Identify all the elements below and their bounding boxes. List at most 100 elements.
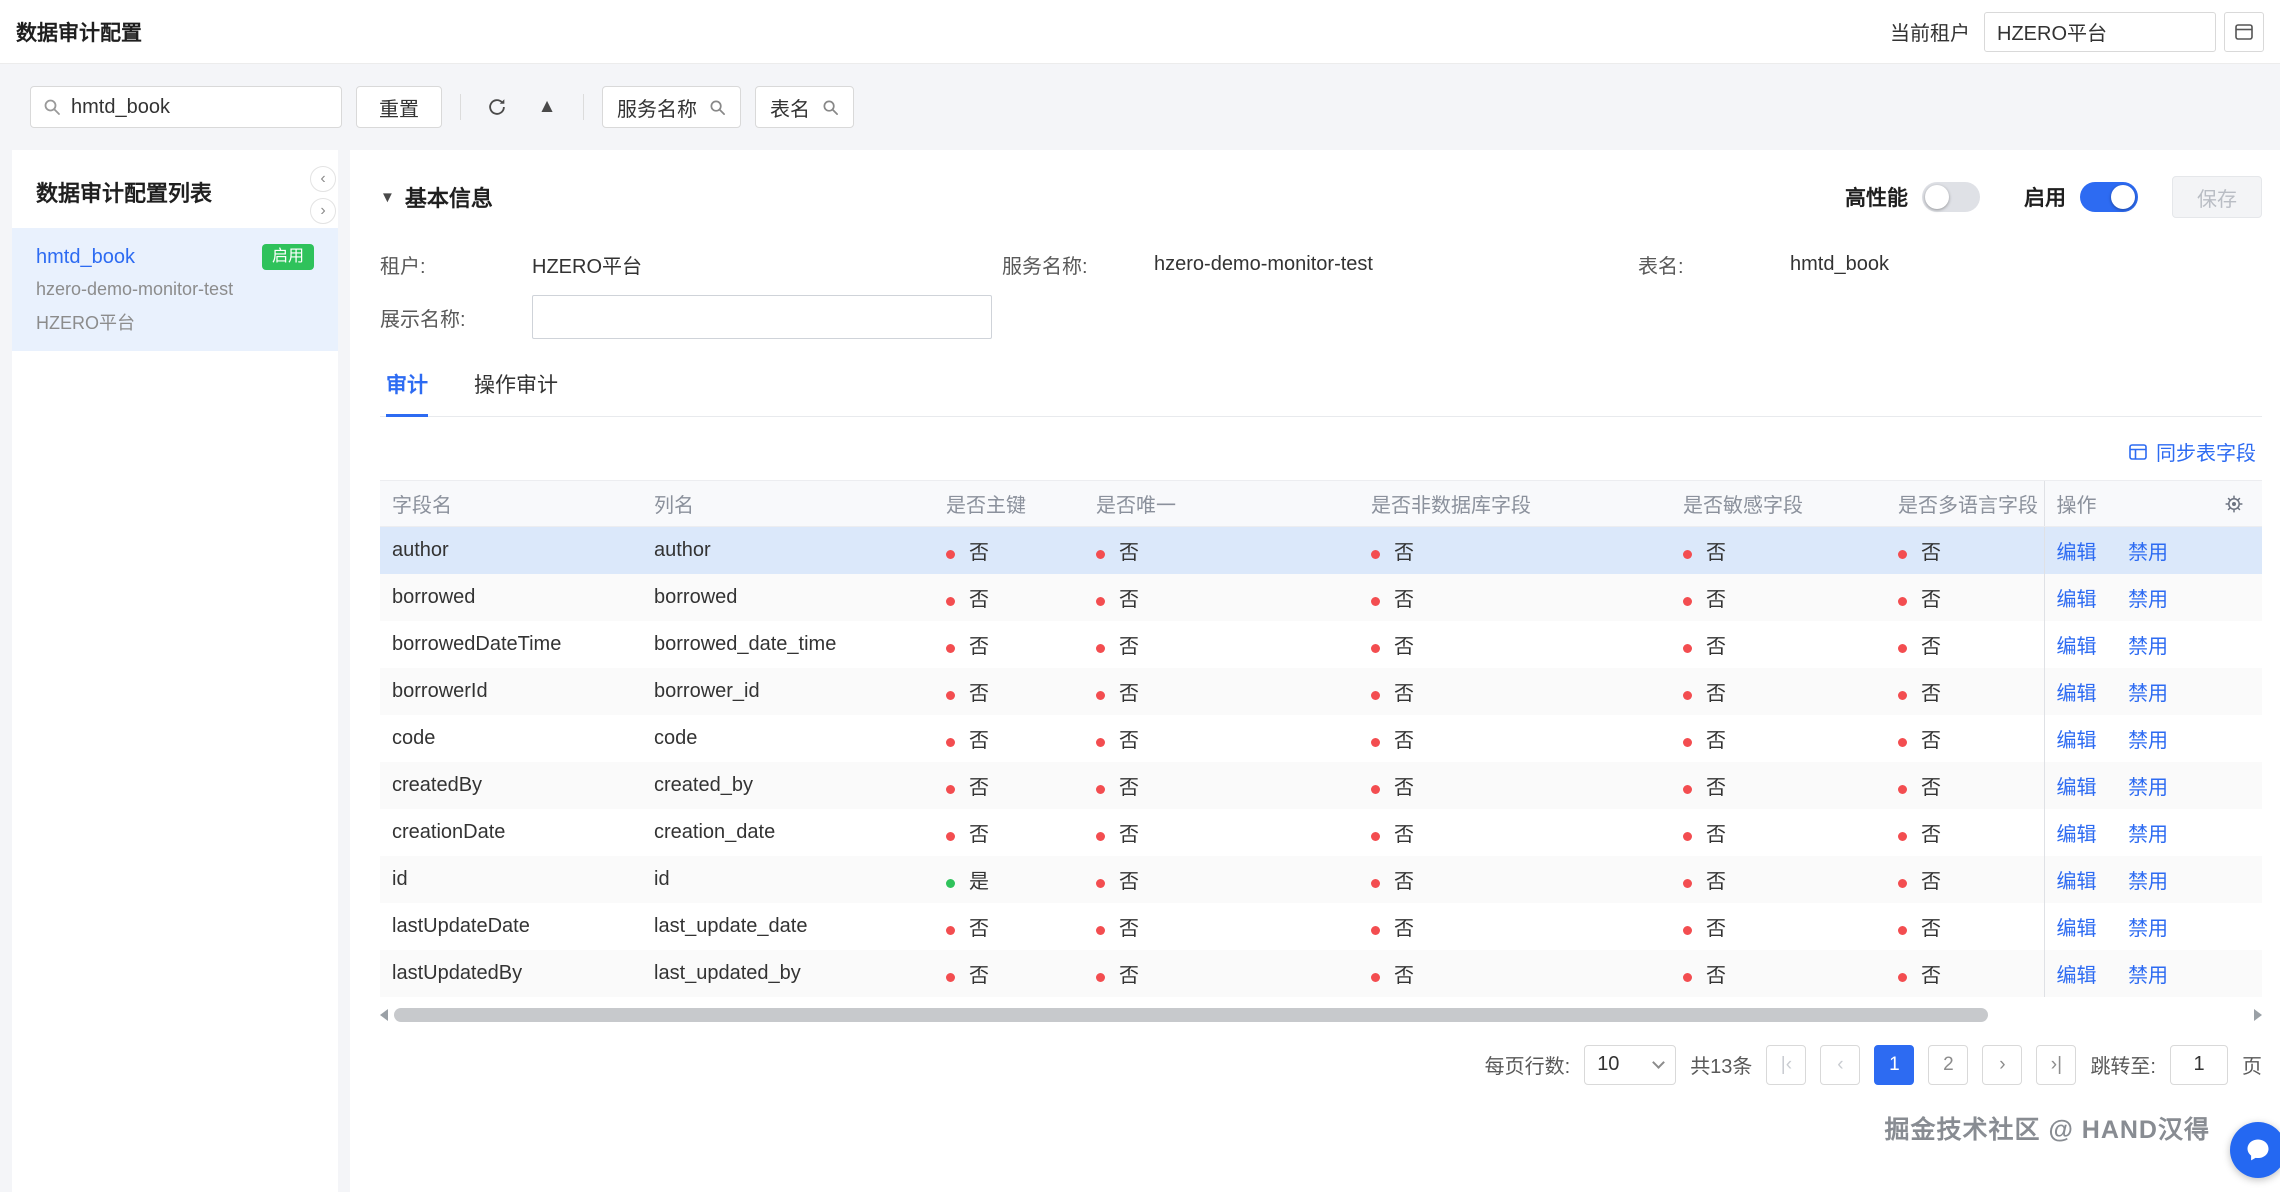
disable-link[interactable]: 禁用 <box>2128 823 2169 846</box>
tab-operation-audit[interactable]: 操作审计 <box>474 374 558 397</box>
disable-link[interactable]: 禁用 <box>2128 964 2169 987</box>
service-field-value: hzero-demo-monitor-test <box>1154 253 1373 275</box>
reset-button[interactable]: 重置 <box>356 86 442 128</box>
sidebar-collapse-controls: ‹ › <box>310 166 336 224</box>
cell-multi-language: 否 <box>1886 762 2044 809</box>
scrollbar-thumb[interactable] <box>394 1007 1989 1022</box>
table-row[interactable]: createdBy created_by 否 否 否 否 否 编辑 禁用 <box>380 761 2262 809</box>
table-row[interactable]: author author 否 否 否 否 否 编辑 禁用 <box>380 526 2262 574</box>
table-name-filter[interactable]: 表名 <box>755 86 854 128</box>
refresh-icon[interactable] <box>479 89 515 125</box>
cell-sensitive-field: 否 <box>1671 574 1886 621</box>
edit-link[interactable]: 编辑 <box>2056 776 2097 799</box>
page-button-2[interactable]: 2 <box>1928 1044 1969 1085</box>
cell-column-name: created_by <box>654 773 753 796</box>
list-item[interactable]: hmtd_book 启用 hzero-demo-monitor-test HZE… <box>12 228 338 351</box>
cell-operation: 编辑 禁用 <box>2043 526 2262 574</box>
disable-link[interactable]: 禁用 <box>2128 635 2169 658</box>
last-page-button[interactable]: ›| <box>2036 1044 2077 1085</box>
disable-link[interactable]: 禁用 <box>2128 541 2169 564</box>
cell-operation: 编辑 禁用 <box>2043 855 2262 903</box>
toggle-knob <box>1925 185 1949 209</box>
table-row[interactable]: lastUpdateDate last_update_date 否 否 否 否 … <box>380 902 2262 950</box>
flag-text: 否 <box>1706 588 1726 611</box>
flag-dot-icon <box>1683 596 1692 606</box>
scroll-left-icon[interactable] <box>380 1008 388 1021</box>
disable-link[interactable]: 禁用 <box>2128 776 2169 799</box>
list-item-service: hzero-demo-monitor-test <box>36 279 234 299</box>
edit-link[interactable]: 编辑 <box>2056 823 2097 846</box>
edit-link[interactable]: 编辑 <box>2056 964 2097 987</box>
flag-text: 否 <box>1394 682 1414 705</box>
edit-link[interactable]: 编辑 <box>2056 541 2097 564</box>
edit-link[interactable]: 编辑 <box>2056 917 2097 940</box>
cell-field-name: borrowed <box>392 585 476 608</box>
cell-primary-key: 否 <box>934 809 1084 856</box>
table-row[interactable]: lastUpdatedBy last_updated_by 否 否 否 否 否 … <box>380 949 2262 997</box>
table-row[interactable]: borrowedDateTime borrowed_date_time 否 否 … <box>380 620 2262 668</box>
tenant-select[interactable]: HZERO平台 <box>1984 11 2216 52</box>
table-row[interactable]: borrowed borrowed 否 否 否 否 否 编辑 禁用 <box>380 573 2262 621</box>
disable-link[interactable]: 禁用 <box>2128 682 2169 705</box>
sync-table-fields-link[interactable]: 同步表字段 <box>2128 437 2256 466</box>
edit-link[interactable]: 编辑 <box>2056 682 2097 705</box>
disable-link[interactable]: 禁用 <box>2128 729 2169 752</box>
page-size-select[interactable]: 10 <box>1584 1044 1677 1085</box>
high-performance-toggle[interactable] <box>1922 182 1980 212</box>
cell-operation: 编辑 禁用 <box>2043 714 2262 762</box>
cell-field-name: id <box>392 867 408 890</box>
cell-sensitive-field: 否 <box>1671 950 1886 997</box>
tabs: 审计 操作审计 <box>380 369 2262 417</box>
disable-link[interactable]: 禁用 <box>2128 588 2169 611</box>
flag-text: 否 <box>1921 870 1941 893</box>
cell-unique: 否 <box>1084 903 1359 950</box>
flag-dot-icon <box>1371 690 1380 700</box>
cell-non-db-field: 否 <box>1359 903 1671 950</box>
page-button-1[interactable]: 1 <box>1874 1044 1915 1085</box>
flag-dot-icon <box>1683 737 1692 747</box>
disable-link[interactable]: 禁用 <box>2128 917 2169 940</box>
flag-dot-icon <box>1898 690 1907 700</box>
search-input[interactable] <box>71 95 336 119</box>
page-size-value: 10 <box>1597 1053 1620 1075</box>
scroll-right-icon[interactable] <box>2254 1008 2262 1021</box>
disable-link[interactable]: 禁用 <box>2128 870 2169 893</box>
edit-link[interactable]: 编辑 <box>2056 588 2097 611</box>
tab-audit[interactable]: 审计 <box>386 369 428 417</box>
section-caret-icon[interactable]: ▼ <box>380 188 395 206</box>
column-settings-gear-icon[interactable] <box>2224 494 2244 514</box>
prev-page-button[interactable]: ‹ <box>1820 1044 1861 1085</box>
flag-dot-icon <box>1371 878 1380 888</box>
cell-primary-key: 否 <box>934 762 1084 809</box>
save-button[interactable]: 保存 <box>2172 176 2262 218</box>
table-row[interactable]: id id 是 否 否 否 否 编辑 禁用 <box>380 855 2262 903</box>
first-page-button[interactable]: |‹ <box>1766 1044 1807 1085</box>
cell-column-name: id <box>654 867 670 890</box>
window-switch-button[interactable] <box>2224 11 2264 52</box>
fields-table: 字段名 列名 是否主键 是否唯一 是否非数据库字段 是否敏感字段 是否多语言字段… <box>380 480 2262 997</box>
cell-unique: 否 <box>1084 762 1359 809</box>
display-name-input[interactable] <box>532 295 992 339</box>
enabled-toggle[interactable] <box>2080 182 2138 212</box>
table-row[interactable]: code code 否 否 否 否 否 编辑 禁用 <box>380 714 2262 762</box>
flag-text: 否 <box>1706 729 1726 752</box>
table-row[interactable]: creationDate creation_date 否 否 否 否 否 编辑 … <box>380 808 2262 856</box>
flag-text: 否 <box>1119 917 1139 940</box>
edit-link[interactable]: 编辑 <box>2056 870 2097 893</box>
collapse-left-icon[interactable]: ‹ <box>310 166 336 192</box>
collapse-right-icon[interactable]: › <box>310 198 336 224</box>
table-row[interactable]: borrowerId borrower_id 否 否 否 否 否 编辑 禁用 <box>380 667 2262 715</box>
chat-assistant-button[interactable] <box>2230 1122 2280 1178</box>
horizontal-scrollbar[interactable] <box>380 1007 2262 1023</box>
next-page-button[interactable]: › <box>1982 1044 2023 1085</box>
col-header-primary-key: 是否主键 <box>934 480 1084 527</box>
service-name-filter[interactable]: 服务名称 <box>602 86 741 128</box>
service-field-label: 服务名称: <box>1002 256 1088 278</box>
edit-link[interactable]: 编辑 <box>2056 729 2097 752</box>
jump-to-input[interactable] <box>2170 1044 2228 1085</box>
display-name-row: 展示名称: <box>380 295 2262 339</box>
edit-link[interactable]: 编辑 <box>2056 635 2097 658</box>
collapse-panel-icon[interactable]: ▲ <box>537 96 557 117</box>
scrollbar-track[interactable] <box>394 1007 2248 1022</box>
search-box[interactable] <box>30 86 342 128</box>
